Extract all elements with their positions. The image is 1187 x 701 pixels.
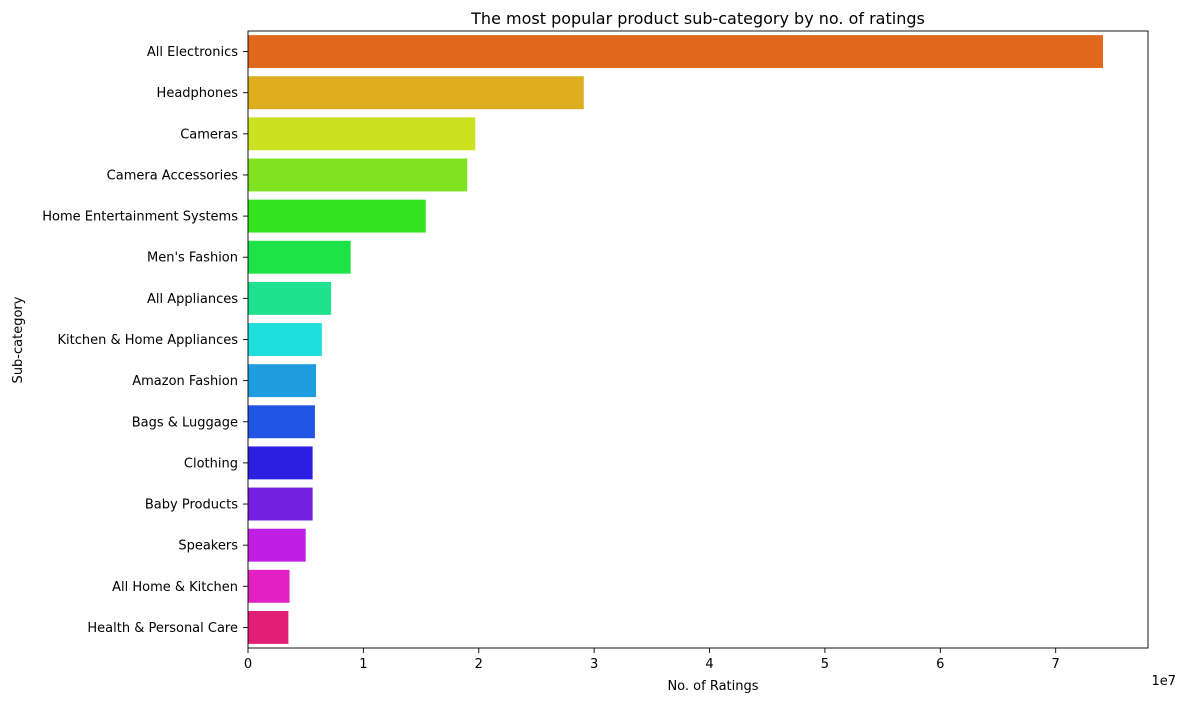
y-tick-label: Kitchen & Home Appliances	[57, 333, 238, 348]
y-tick-label: Speakers	[178, 539, 238, 554]
x-tick-label: 4	[705, 657, 713, 672]
bar-0	[248, 35, 1103, 69]
x-tick-label: 0	[244, 657, 252, 672]
y-tick-label: All Electronics	[147, 45, 238, 60]
bars-group	[248, 35, 1103, 644]
y-tick-label: All Appliances	[147, 292, 238, 307]
y-tick-label: Bags & Luggage	[132, 415, 238, 430]
x-tick-label: 3	[590, 657, 598, 672]
bar-2	[248, 117, 476, 151]
bar-4	[248, 199, 426, 233]
bar-8	[248, 364, 317, 398]
bar-1	[248, 76, 584, 110]
x-tick-label: 7	[1052, 657, 1060, 672]
x-tick-label: 2	[475, 657, 483, 672]
x-axis-label: No. of Ratings	[667, 679, 758, 694]
y-tick-label: Health & Personal Care	[87, 621, 238, 636]
x-ticks: 0 1 2 3 4 5 6 7	[244, 648, 1060, 672]
y-tick-labels: All Electronics Headphones Cameras Camera A…	[42, 45, 248, 636]
bar-5	[248, 240, 351, 274]
y-tick-label: Men's Fashion	[147, 251, 238, 266]
y-tick-label: Headphones	[157, 86, 239, 101]
y-tick-label: Camera Accessories	[107, 168, 239, 183]
y-tick-label: Home Entertainment Systems	[42, 210, 238, 225]
bar-14	[248, 610, 289, 644]
x-tick-label: 1	[359, 657, 367, 672]
y-axis-label: Sub-category	[11, 296, 26, 383]
bar-7	[248, 323, 322, 356]
bar-9	[248, 405, 315, 439]
bar-3	[248, 158, 468, 192]
bar-12	[248, 528, 306, 562]
y-tick-label: Amazon Fashion	[132, 374, 238, 389]
plot-frame	[247, 30, 1149, 649]
bar-11	[248, 487, 313, 521]
bar-13	[248, 569, 290, 603]
x-tick-label: 6	[936, 657, 944, 672]
y-tick-label: Baby Products	[145, 498, 238, 513]
x-offset-label: 1e7	[1151, 674, 1176, 689]
chart-title: The most popular product sub-category by…	[470, 9, 925, 28]
y-tick-label: Cameras	[180, 127, 238, 142]
x-tick-label: 5	[821, 657, 829, 672]
y-tick-label: Clothing	[184, 456, 238, 471]
y-tick-label: All Home & Kitchen	[112, 580, 238, 595]
bar-6	[248, 281, 332, 315]
bar-10	[248, 446, 313, 480]
